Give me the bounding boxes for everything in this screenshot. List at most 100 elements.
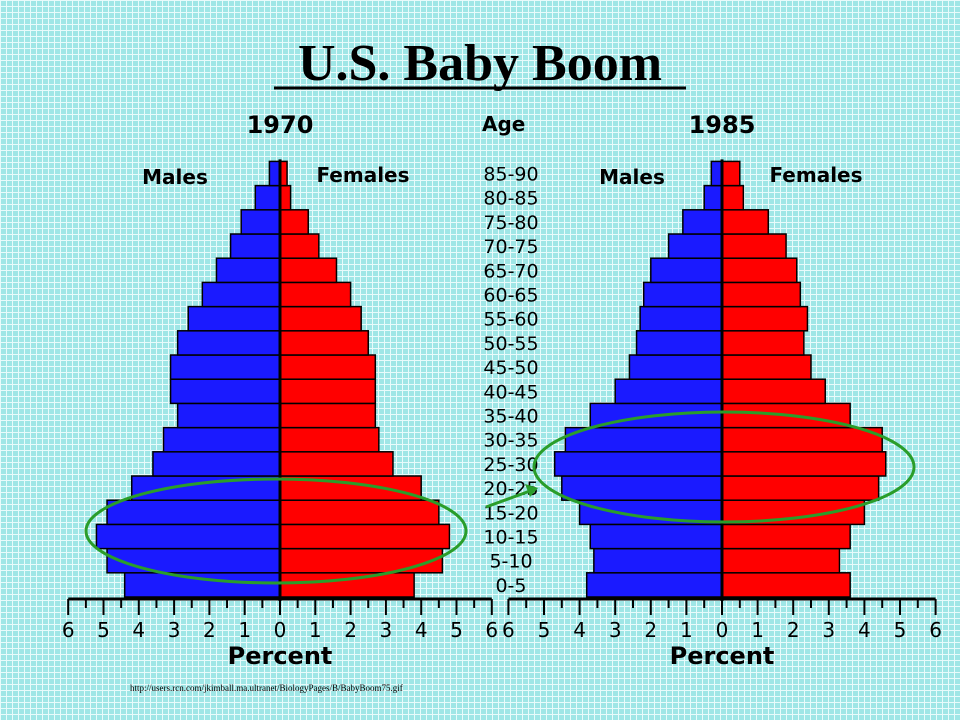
year-label-1985: 1985 <box>689 111 756 139</box>
bar-females-1985-85-90 <box>721 160 741 187</box>
age-axis-title: Age <box>482 112 525 136</box>
x-tick-label-1970: 6 <box>62 618 75 642</box>
bar-males-1970-25-30 <box>152 451 281 477</box>
bar-females-1985-50-55 <box>721 330 805 356</box>
bar-males-1970-45-50 <box>169 354 281 380</box>
legend-males-1970: Males <box>142 165 208 189</box>
age-label-85-90: 85-90 <box>483 164 538 186</box>
x-tick-label-1985: 6 <box>502 618 515 642</box>
bar-females-1970-70-75 <box>279 233 320 259</box>
x-tick-label-1985: 0 <box>716 618 729 642</box>
bar-females-1970-40-45 <box>279 378 377 405</box>
bar-females-1970-55-60 <box>279 305 362 332</box>
slide-title: U.S. Baby Boom <box>298 35 662 92</box>
age-label-70-75: 70-75 <box>483 236 538 258</box>
bar-males-1985-25-30 <box>553 451 723 477</box>
bar-males-1985-70-75 <box>667 233 723 259</box>
age-label-50-55: 50-55 <box>483 333 538 355</box>
baby-boom-ellipse-1985 <box>532 410 916 524</box>
bar-females-1985-45-50 <box>721 354 812 380</box>
bar-females-1970-80-85 <box>279 184 292 211</box>
x-tick-label-1970: 4 <box>132 618 145 642</box>
bar-males-1970-85-90 <box>268 160 281 187</box>
x-axis-title-1970: Percent <box>228 642 333 670</box>
bar-males-1970-40-45 <box>169 378 281 405</box>
bar-males-1970-60-65 <box>201 281 281 308</box>
bar-females-1985-25-30 <box>721 451 887 477</box>
bar-males-1985-50-55 <box>635 330 723 356</box>
x-tick-label-1970: 4 <box>415 618 428 642</box>
legend-males-1985: Males <box>599 165 665 189</box>
age-label-25-30: 25-30 <box>483 454 538 476</box>
bar-females-1985-5-10 <box>721 547 841 574</box>
bar-males-1970-5-10 <box>106 547 281 574</box>
bar-females-1985-55-60 <box>721 305 809 332</box>
bar-females-1970-75-80 <box>279 209 309 235</box>
age-label-45-50: 45-50 <box>483 357 538 379</box>
bar-males-1970-65-70 <box>215 257 281 284</box>
age-label-35-40: 35-40 <box>483 406 538 428</box>
bar-females-1985-20-25 <box>721 475 880 501</box>
x-tick-label-1985: 1 <box>680 618 693 642</box>
bar-males-1970-35-40 <box>176 402 281 429</box>
x-tick-label-1970: 6 <box>485 618 498 642</box>
x-tick-label-1970: 1 <box>238 618 251 642</box>
bar-males-1970-80-85 <box>254 184 281 211</box>
bar-females-1985-75-80 <box>721 209 770 235</box>
x-tick-label-1970: 5 <box>450 618 463 642</box>
x-tick-label-1970: 3 <box>168 618 181 642</box>
age-label-55-60: 55-60 <box>483 309 538 331</box>
x-tick-label-1970: 3 <box>380 618 393 642</box>
age-label-80-85: 80-85 <box>483 188 538 210</box>
source-url: http://users.rcn.com/jkimball.ma.ultrane… <box>130 683 403 693</box>
bar-females-1985-0-5 <box>721 572 851 598</box>
age-label-20-25: 20-25 <box>483 478 538 500</box>
bar-males-1985-0-5 <box>585 572 723 598</box>
x-tick-label-1970: 2 <box>344 618 357 642</box>
bar-females-1985-70-75 <box>721 233 787 259</box>
bar-males-1985-55-60 <box>639 305 723 332</box>
age-label-30-35: 30-35 <box>483 430 538 452</box>
year-label-1970: 1970 <box>247 111 314 139</box>
age-label-15-20: 15-20 <box>483 502 538 524</box>
age-label-40-45: 40-45 <box>483 381 538 403</box>
bar-females-1970-30-35 <box>279 426 380 453</box>
bar-females-1970-45-50 <box>279 354 377 380</box>
bar-males-1970-70-75 <box>229 233 281 259</box>
bar-males-1985-75-80 <box>682 209 723 235</box>
cohort-arrow <box>485 484 538 509</box>
x-tick-label-1970: 1 <box>309 618 322 642</box>
legend-females-1970: Females <box>316 163 409 187</box>
bar-females-1985-60-65 <box>721 281 802 308</box>
x-tick-label-1985: 3 <box>822 618 835 642</box>
bar-males-1985-65-70 <box>650 257 723 284</box>
bar-males-1970-75-80 <box>240 209 281 235</box>
bar-males-1985-5-10 <box>593 547 723 574</box>
age-label-60-65: 60-65 <box>483 285 538 307</box>
bar-males-1970-50-55 <box>176 330 281 356</box>
bar-females-1985-80-85 <box>721 184 745 211</box>
bar-females-1970-25-30 <box>279 451 394 477</box>
x-tick-label-1985: 1 <box>751 618 764 642</box>
bar-females-1970-35-40 <box>279 402 377 429</box>
bar-females-1970-0-5 <box>279 572 415 598</box>
bar-females-1985-40-45 <box>721 378 826 405</box>
bar-females-1970-5-10 <box>279 547 444 574</box>
x-tick-label-1970: 0 <box>274 618 287 642</box>
bar-males-1985-20-25 <box>561 475 723 501</box>
age-label-5-10: 5-10 <box>489 551 532 573</box>
bar-males-1985-30-35 <box>564 426 723 453</box>
baby-boom-ellipse-1970 <box>84 477 468 585</box>
age-label-75-80: 75-80 <box>483 212 538 234</box>
x-tick-label-1985: 4 <box>858 618 871 642</box>
bar-females-1970-65-70 <box>279 257 338 284</box>
bar-males-1985-80-85 <box>703 184 723 211</box>
bar-males-1970-30-35 <box>162 426 281 453</box>
bar-males-1985-45-50 <box>628 354 723 380</box>
bar-males-1985-10-15 <box>589 523 723 550</box>
x-tick-label-1970: 2 <box>203 618 216 642</box>
bar-females-1970-15-20 <box>279 499 440 526</box>
x-tick-label-1985: 2 <box>644 618 657 642</box>
